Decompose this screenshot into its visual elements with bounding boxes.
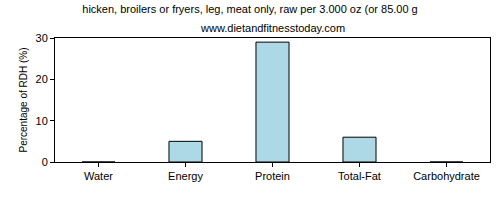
svg-text:20: 20 — [36, 73, 48, 85]
svg-text:Percentage of RDH (%): Percentage of RDH (%) — [18, 47, 29, 152]
svg-text:Water: Water — [84, 170, 113, 182]
svg-text:0: 0 — [42, 156, 48, 168]
svg-text:hicken, broilers or fryers, le: hicken, broilers or fryers, leg, meat on… — [82, 3, 417, 15]
svg-text:10: 10 — [36, 115, 48, 127]
svg-text:www.dietandfitnesstoday.com: www.dietandfitnesstoday.com — [200, 22, 345, 34]
svg-text:Energy: Energy — [168, 170, 203, 182]
svg-text:Protein: Protein — [255, 170, 290, 182]
svg-text:30: 30 — [36, 32, 48, 44]
svg-text:Carbohydrate: Carbohydrate — [413, 170, 480, 182]
svg-text:Total-Fat: Total-Fat — [338, 170, 381, 182]
